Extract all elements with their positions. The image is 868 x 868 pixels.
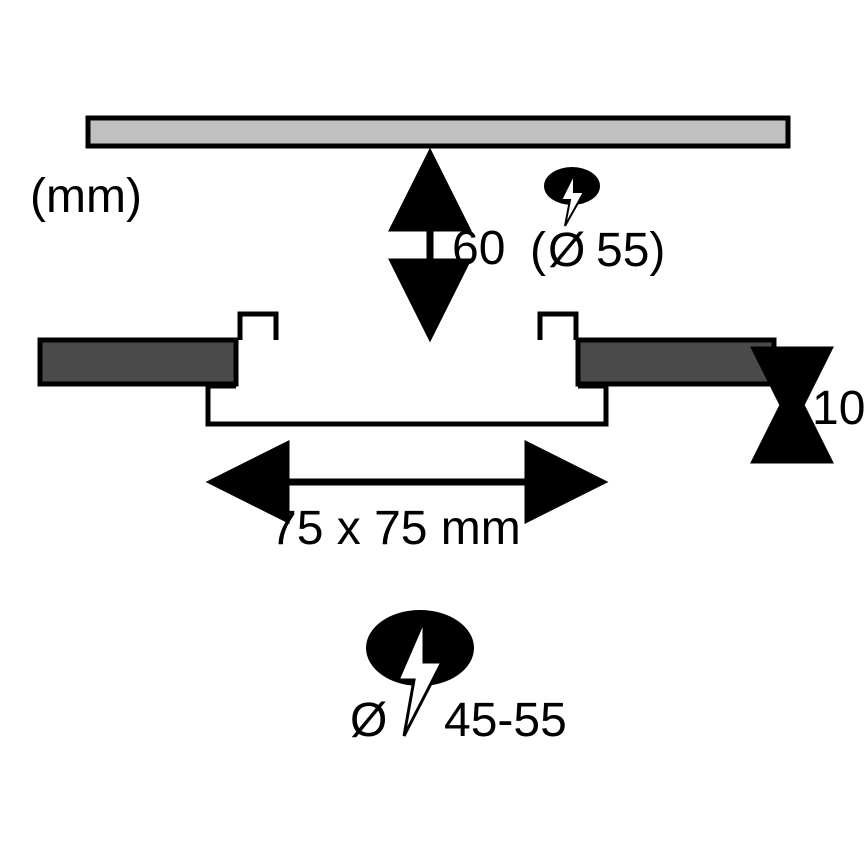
hole-diameter-symbol: Ø [548, 224, 585, 277]
units-label: (mm) [30, 170, 142, 223]
hole-size-value: 55) [596, 224, 665, 277]
left-mounting-panel [40, 340, 236, 384]
right-mounting-panel [578, 340, 774, 384]
ceiling-slab [88, 118, 788, 146]
hole-open-paren: ( [530, 224, 546, 277]
left-clip [240, 314, 276, 340]
right-clip [540, 314, 576, 340]
cutout-diameter-symbol: Ø [350, 694, 387, 747]
transformer-icon [544, 167, 600, 226]
fixture-size-label: 75 x 75 mm [270, 502, 521, 555]
thickness-value: 10 [812, 382, 865, 435]
depth-value: 60 [452, 222, 505, 275]
cutout-range: 45-55 [444, 694, 567, 747]
fixture-profile [208, 386, 606, 424]
technical-diagram: (mm) 60 ( Ø 55) 10 75 x 75 mm Ø 45-55 [0, 0, 868, 868]
